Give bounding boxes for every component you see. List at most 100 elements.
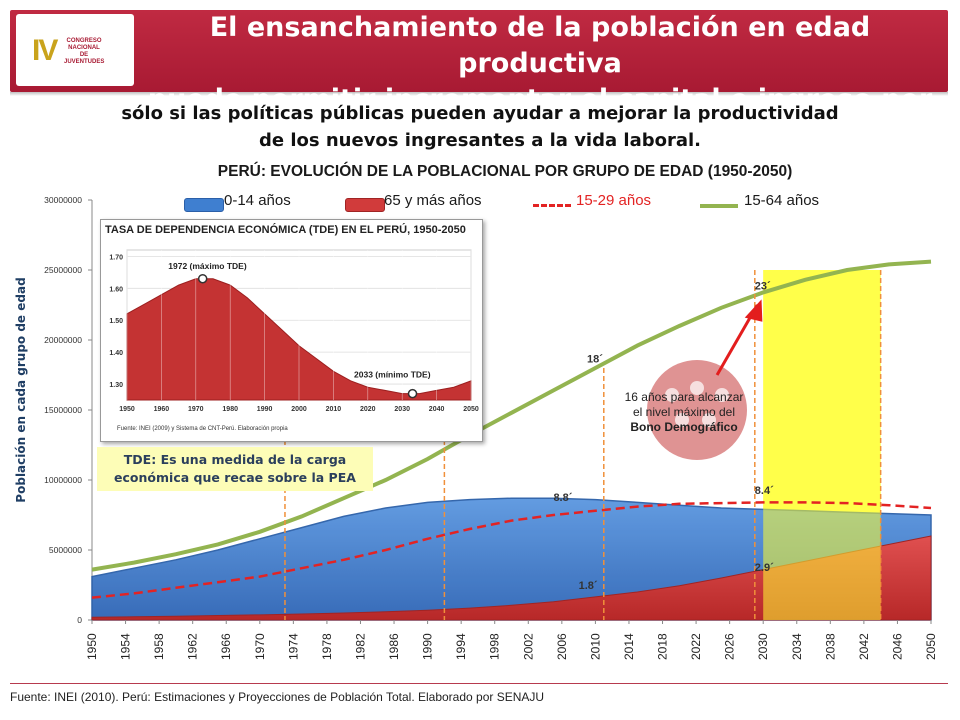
inset-title: TASA DE DEPENDENCIA ECONÓMICA (TDE) EN E… [105, 224, 466, 236]
x-tick-label: 1950 [85, 633, 99, 660]
legend-line-15-64 [700, 204, 738, 208]
inset-min-label: 2033 (mínimo TDE) [354, 370, 431, 380]
inset-peak-label: 1972 (máximo TDE) [168, 261, 247, 271]
crowd-figure-head [690, 381, 704, 395]
crowd-figure-head [702, 413, 716, 427]
legend-swatch-65 [345, 198, 385, 212]
title-banner [10, 10, 948, 92]
legend-line-15-29 [533, 204, 571, 207]
page-subtitle: sólo si las políticas públicas pueden ay… [80, 100, 880, 154]
bono-line-2: el nivel máximo del [632, 405, 736, 419]
series-15-64-line [91, 259, 932, 572]
y-tick-label: 0 [77, 615, 82, 625]
x-tick-label: 2034 [790, 633, 804, 660]
footer-source: Fuente: INEI (2010). Perú: Estimaciones … [10, 690, 545, 704]
inset-x-tick: 2050 [463, 406, 479, 413]
value-label-label_29: 2.9´ [755, 562, 774, 574]
inset-y-tick: 1.30 [109, 382, 123, 389]
banner-shadow [10, 92, 948, 96]
inset-x-tick: 2000 [291, 406, 307, 413]
x-tick-label: 1978 [320, 633, 334, 660]
x-tick-label: 2006 [555, 633, 569, 660]
x-tick-label: 1958 [152, 633, 166, 660]
inset-x-tick: 2010 [326, 406, 342, 413]
chart-title-main: PERÚ: EVOLUCIÓN DE LA POBLACIONAL POR GR… [217, 163, 704, 180]
x-tick-label: 1970 [253, 633, 267, 660]
inset-y-tick: 1.70 [109, 254, 123, 261]
tde-inset-chart: TASA DE DEPENDENCIA ECONÓMICA (TDE) EN E… [100, 219, 483, 442]
legend-label-15-64: 15-64 años [744, 192, 820, 209]
inset-y-tick: 1.50 [109, 318, 123, 325]
value-label-label_18: 18´ [587, 353, 603, 365]
x-tick-label: 2050 [924, 633, 938, 660]
inset-min-marker [407, 388, 418, 399]
footer-rule [10, 683, 948, 684]
value-label-label_84: 8.4´ [755, 485, 774, 497]
inset-x-tick: 2030 [394, 406, 410, 413]
y-tick-label: 25000000 [44, 265, 82, 275]
bono-line-3-bold: Bono Demográfico [630, 420, 738, 434]
inset-y-tick: 1.40 [109, 350, 123, 357]
bono-annotation: 16 años para alcanzar el nivel máximo de… [608, 390, 760, 435]
title-line-2: puede permitir incrementar el capital e … [147, 84, 933, 151]
x-tick-label: 2010 [588, 633, 602, 660]
inset-x-tick: 2020 [360, 406, 376, 413]
series-15-29-line [91, 501, 932, 599]
note-line-2: económica que recae sobre la PEA [114, 470, 356, 485]
x-tick-label: 2002 [521, 633, 535, 660]
legend-swatch-0-14 [184, 198, 224, 212]
x-tick-label: 2030 [756, 633, 770, 660]
bono-line-3: Bono Demográfico [608, 420, 760, 435]
inset-source: Fuente: INEI (2009) y Sistema de CNT-Per… [117, 426, 288, 432]
inset-y-tick: 1.60 [109, 286, 123, 293]
chart-title-years: (1950-2050) [707, 163, 793, 180]
x-tick-label: 1994 [454, 633, 468, 660]
inset-plot: 1.70 1.60 1.50 1.40 1.30 1950 1960 1970 1980 1990… [109, 249, 479, 413]
x-tick-label: 1962 [186, 633, 200, 660]
bono-line-1: 16 años para alcanzar [624, 390, 744, 404]
x-tick-label: 2042 [857, 633, 871, 660]
y-tick-label: 30000000 [44, 195, 82, 205]
x-tick-label: 2022 [689, 633, 703, 660]
inset-x-tick: 1990 [257, 406, 273, 413]
bono-highlight-overlay [763, 270, 881, 620]
x-tick-label: 2026 [723, 633, 737, 660]
crowd-figure-head [665, 388, 679, 402]
inset-x-tick: 1950 [119, 406, 135, 413]
y-tick-label: 10000000 [44, 475, 82, 485]
inset-x-tick: 1980 [222, 406, 238, 413]
chart-title: PERÚ: EVOLUCIÓN DE LA POBLACIONAL POR GR… [130, 163, 880, 181]
y-tick-label: 20000000 [44, 335, 82, 345]
legend-label-65: 65 y más años [384, 192, 482, 209]
crowd-figure-head [675, 413, 689, 427]
note-line-1: TDE: Es una medida de la carga [123, 452, 347, 467]
subtitle-line-1: sólo si las políticas públicas pueden ay… [121, 103, 839, 124]
arrow-head [744, 299, 763, 322]
x-tick-label: 1986 [387, 633, 401, 660]
value-label-label_23: 23´ [755, 281, 771, 293]
inset-x-tick: 1970 [188, 406, 204, 413]
subtitle-line-2: de los nuevos ingresantes a la vida labo… [258, 130, 701, 151]
inset-area [126, 278, 472, 401]
legend-label-0-14: 0-14 años [224, 192, 291, 209]
legend-label-15-29: 15-29 años [576, 192, 652, 209]
y-tick-label: 5000000 [49, 545, 82, 555]
x-tick-label: 2014 [622, 633, 636, 660]
title-line-1: El ensanchamiento de la población en eda… [209, 12, 871, 79]
inset-x-tick: 2040 [429, 406, 445, 413]
x-tick-label: 2018 [656, 633, 670, 660]
x-tick-label: 1966 [219, 633, 233, 660]
y-tick-label: 15000000 [44, 405, 82, 415]
inset-peak-marker [197, 273, 208, 284]
x-tick-label: 1982 [353, 633, 367, 660]
tde-note: TDE: Es una medida de la carga económica… [97, 447, 373, 491]
congress-logo: IV CONGRESO NACIONAL DE JUVENTUDES [16, 14, 134, 86]
x-tick-label: 1954 [119, 633, 133, 660]
bono-crowd-icon [647, 360, 747, 460]
value-label-label_88: 8.8´ [553, 492, 572, 504]
x-tick-label: 1974 [286, 633, 300, 660]
x-tick-label: 1998 [488, 633, 502, 660]
logo-caption: CONGRESO NACIONAL DE JUVENTUDES [64, 38, 105, 65]
x-tick-label: 2038 [823, 633, 837, 660]
